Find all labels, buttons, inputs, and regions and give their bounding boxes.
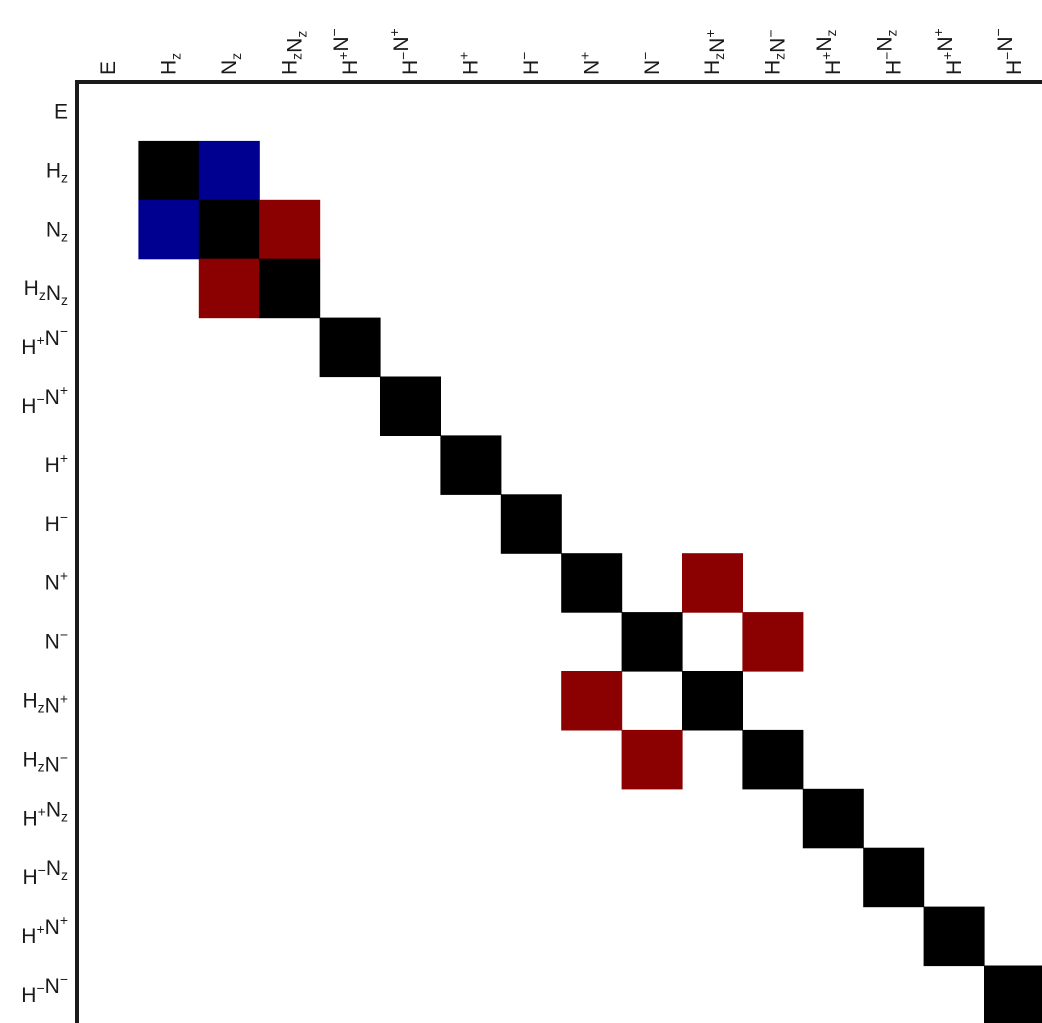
cell-r10-c8 xyxy=(561,671,623,731)
x-tick-label-hzn-minus: HzN− xyxy=(762,29,790,75)
y-tick-label-h-plusnz: H+Nz xyxy=(22,798,68,830)
y-tick-label-h-plusn-plus: H+N+ xyxy=(21,912,68,948)
cell-r7-c7 xyxy=(500,494,562,554)
cell-r15-c15 xyxy=(984,965,1042,1023)
cell-r2-c3 xyxy=(259,199,321,260)
x-tick-label-n-plus: N+ xyxy=(576,52,603,75)
cell-r9-c11 xyxy=(742,612,804,672)
x-tick-label-hznz: HzNz xyxy=(278,31,309,75)
cell-r11-c9 xyxy=(621,729,683,790)
y-tick-label-hzn-minus: HzN− xyxy=(22,748,68,776)
y-tick-label-hznz: HzNz xyxy=(24,277,68,308)
y-tick-label-h-minusn-plus: H−N+ xyxy=(21,382,68,418)
cell-r1-c1 xyxy=(138,140,200,201)
cell-r3-c2 xyxy=(198,258,260,319)
cell-r6-c6 xyxy=(440,435,502,495)
cell-r14-c14 xyxy=(923,906,985,967)
x-tick-label-h-plusnz: H+Nz xyxy=(813,29,845,75)
x-tick-label-h-minusnz: H−Nz xyxy=(873,29,905,75)
y-tick-label-h-minusnz: H−Nz xyxy=(22,857,68,889)
x-tick-labels: E HzNzHzNzH+N−H−N+H+H−N+N−HzN+HzN−H+NzH−N… xyxy=(97,28,1026,75)
y-tick-label-hz: Hz xyxy=(46,159,68,185)
y-tick-label-h-minusn-minus: H−N− xyxy=(21,971,68,1007)
y-tick-label-h-plusn-minus: H+N− xyxy=(21,323,68,359)
y-tick-label-hzn-plus: HzN+ xyxy=(22,690,68,718)
x-tick-label-h-plusn-plus: H+N+ xyxy=(930,28,966,75)
x-tick-label-hz: Hz xyxy=(158,53,184,75)
cell-r8-c10 xyxy=(682,553,743,613)
y-tick-label-e: E xyxy=(54,101,68,124)
y-tick-label-nz: Nz xyxy=(46,218,68,244)
x-tick-label-e: E xyxy=(97,61,120,75)
cell-r1-c2 xyxy=(198,140,260,201)
cell-r10-c10 xyxy=(682,671,743,731)
cell-r9-c9 xyxy=(621,612,683,672)
cell-r2-c2 xyxy=(198,199,260,260)
x-tick-label-n-minus: N− xyxy=(637,52,664,75)
x-tick-label-h-plus: H+ xyxy=(456,52,483,75)
x-tick-label-h-minusn-plus: H−N+ xyxy=(386,28,422,75)
cell-r13-c13 xyxy=(863,847,925,908)
cell-r3-c3 xyxy=(259,258,321,319)
x-tick-label-nz: Nz xyxy=(218,53,244,75)
y-tick-labels: EHzNzHzNzH+N−H−N+H+H−N+N−HzN+HzN−H+NzH−N… xyxy=(21,101,68,1008)
cell-r8-c8 xyxy=(561,553,623,613)
x-tick-label-hzn-plus: HzN+ xyxy=(701,29,729,75)
y-tick-label-h-minus: H− xyxy=(45,509,68,536)
x-tick-label-h-minusn-minus: H−N− xyxy=(990,28,1026,75)
cell-r5-c5 xyxy=(380,376,441,436)
plot-frame xyxy=(75,80,1042,1023)
y-tick-label-n-minus: N− xyxy=(45,627,68,654)
cell-r11-c11 xyxy=(742,729,804,790)
x-tick-label-h-plusn-minus: H+N− xyxy=(326,28,362,75)
cell-r12-c12 xyxy=(802,788,864,849)
y-tick-label-h-plus: H+ xyxy=(45,450,68,477)
x-tick-label-h-minus: H− xyxy=(516,52,543,75)
cell-r2-c1 xyxy=(138,199,200,260)
cells-layer xyxy=(138,140,1042,1023)
cell-r4-c4 xyxy=(319,317,381,378)
y-tick-label-n-plus: N+ xyxy=(45,568,68,595)
